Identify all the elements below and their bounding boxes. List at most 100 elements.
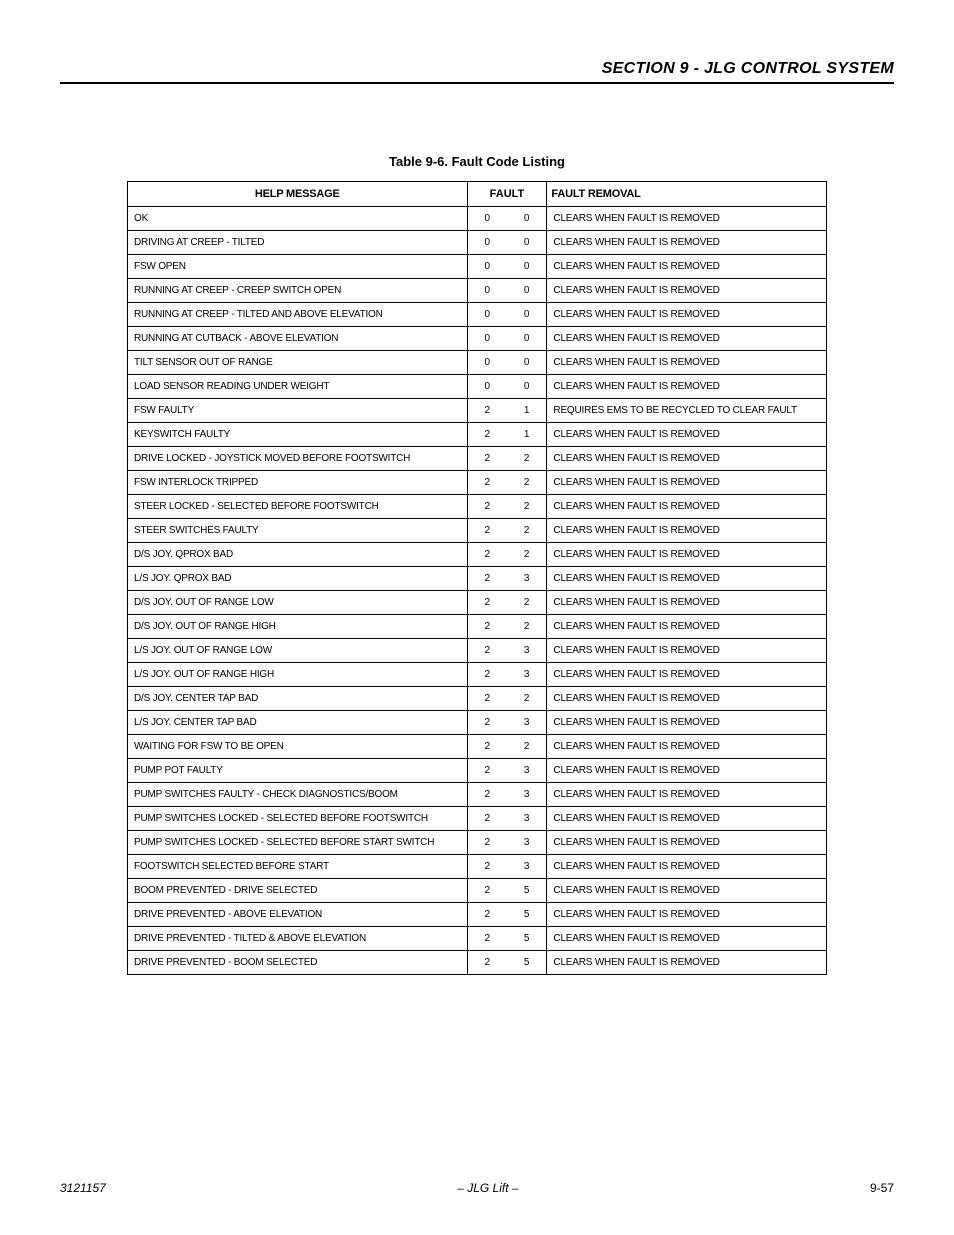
cell-fault-b: 3	[507, 831, 547, 855]
table-row: FOOTSWITCH SELECTED BEFORE START23CLEARS…	[128, 855, 827, 879]
cell-help-message: STEER SWITCHES FAULTY	[128, 519, 468, 543]
table-row: L/S JOY. OUT OF RANGE LOW23CLEARS WHEN F…	[128, 639, 827, 663]
cell-fault-removal: CLEARS WHEN FAULT IS REMOVED	[547, 711, 827, 735]
cell-fault-a: 2	[467, 543, 507, 567]
cell-fault-removal: CLEARS WHEN FAULT IS REMOVED	[547, 303, 827, 327]
cell-fault-removal: CLEARS WHEN FAULT IS REMOVED	[547, 687, 827, 711]
cell-fault-a: 2	[467, 639, 507, 663]
cell-fault-removal: CLEARS WHEN FAULT IS REMOVED	[547, 591, 827, 615]
cell-fault-a: 2	[467, 807, 507, 831]
cell-fault-a: 2	[467, 735, 507, 759]
cell-fault-removal: CLEARS WHEN FAULT IS REMOVED	[547, 495, 827, 519]
cell-help-message: L/S JOY. OUT OF RANGE LOW	[128, 639, 468, 663]
table-row: WAITING FOR FSW TO BE OPEN22CLEARS WHEN …	[128, 735, 827, 759]
cell-help-message: KEYSWITCH FAULTY	[128, 423, 468, 447]
table-row: STEER LOCKED - SELECTED BEFORE FOOTSWITC…	[128, 495, 827, 519]
cell-help-message: RUNNING AT CREEP - CREEP SWITCH OPEN	[128, 279, 468, 303]
cell-fault-a: 2	[467, 687, 507, 711]
table-row: L/S JOY. OUT OF RANGE HIGH23CLEARS WHEN …	[128, 663, 827, 687]
cell-fault-a: 2	[467, 711, 507, 735]
cell-help-message: FSW OPEN	[128, 255, 468, 279]
cell-help-message: D/S JOY. OUT OF RANGE HIGH	[128, 615, 468, 639]
table-row: D/S JOY. OUT OF RANGE LOW22CLEARS WHEN F…	[128, 591, 827, 615]
cell-fault-a: 0	[467, 279, 507, 303]
table-row: PUMP SWITCHES LOCKED - SELECTED BEFORE S…	[128, 831, 827, 855]
cell-fault-b: 1	[507, 399, 547, 423]
cell-fault-removal: CLEARS WHEN FAULT IS REMOVED	[547, 207, 827, 231]
cell-fault-b: 5	[507, 879, 547, 903]
cell-help-message: L/S JOY. QPROX BAD	[128, 567, 468, 591]
cell-fault-removal: CLEARS WHEN FAULT IS REMOVED	[547, 231, 827, 255]
cell-fault-a: 2	[467, 447, 507, 471]
cell-fault-a: 2	[467, 663, 507, 687]
cell-help-message: FSW FAULTY	[128, 399, 468, 423]
cell-fault-removal: CLEARS WHEN FAULT IS REMOVED	[547, 951, 827, 975]
cell-help-message: RUNNING AT CREEP - TILTED AND ABOVE ELEV…	[128, 303, 468, 327]
table-row: PUMP SWITCHES LOCKED - SELECTED BEFORE F…	[128, 807, 827, 831]
cell-fault-a: 2	[467, 567, 507, 591]
table-row: FSW OPEN00CLEARS WHEN FAULT IS REMOVED	[128, 255, 827, 279]
table-row: TILT SENSOR OUT OF RANGE00CLEARS WHEN FA…	[128, 351, 827, 375]
cell-fault-removal: CLEARS WHEN FAULT IS REMOVED	[547, 567, 827, 591]
cell-fault-b: 2	[507, 471, 547, 495]
cell-fault-b: 3	[507, 639, 547, 663]
cell-fault-a: 0	[467, 375, 507, 399]
footer-center: – JLG Lift –	[457, 1181, 518, 1195]
cell-help-message: DRIVE PREVENTED - TILTED & ABOVE ELEVATI…	[128, 927, 468, 951]
cell-fault-removal: CLEARS WHEN FAULT IS REMOVED	[547, 519, 827, 543]
cell-fault-removal: CLEARS WHEN FAULT IS REMOVED	[547, 447, 827, 471]
table-row: RUNNING AT CREEP - CREEP SWITCH OPEN00CL…	[128, 279, 827, 303]
cell-help-message: DRIVE LOCKED - JOYSTICK MOVED BEFORE FOO…	[128, 447, 468, 471]
cell-fault-a: 2	[467, 591, 507, 615]
cell-fault-removal: CLEARS WHEN FAULT IS REMOVED	[547, 375, 827, 399]
cell-help-message: FOOTSWITCH SELECTED BEFORE START	[128, 855, 468, 879]
page-footer: 3121157 – JLG Lift – 9-57	[60, 1181, 894, 1195]
cell-fault-b: 0	[507, 303, 547, 327]
section-header: SECTION 9 - JLG CONTROL SYSTEM	[60, 60, 894, 84]
cell-help-message: L/S JOY. CENTER TAP BAD	[128, 711, 468, 735]
table-row: RUNNING AT CREEP - TILTED AND ABOVE ELEV…	[128, 303, 827, 327]
cell-help-message: TILT SENSOR OUT OF RANGE	[128, 351, 468, 375]
cell-help-message: PUMP SWITCHES LOCKED - SELECTED BEFORE S…	[128, 831, 468, 855]
cell-fault-b: 3	[507, 855, 547, 879]
cell-help-message: DRIVING AT CREEP - TILTED	[128, 231, 468, 255]
cell-fault-b: 5	[507, 951, 547, 975]
cell-fault-removal: CLEARS WHEN FAULT IS REMOVED	[547, 831, 827, 855]
cell-help-message: DRIVE PREVENTED - BOOM SELECTED	[128, 951, 468, 975]
cell-fault-removal: CLEARS WHEN FAULT IS REMOVED	[547, 855, 827, 879]
cell-fault-a: 0	[467, 327, 507, 351]
cell-fault-a: 2	[467, 903, 507, 927]
table-row: LOAD SENSOR READING UNDER WEIGHT00CLEARS…	[128, 375, 827, 399]
cell-fault-b: 2	[507, 591, 547, 615]
cell-fault-removal: CLEARS WHEN FAULT IS REMOVED	[547, 783, 827, 807]
table-row: DRIVE PREVENTED - ABOVE ELEVATION25CLEAR…	[128, 903, 827, 927]
table-row: OK00CLEARS WHEN FAULT IS REMOVED	[128, 207, 827, 231]
table-row: PUMP POT FAULTY23CLEARS WHEN FAULT IS RE…	[128, 759, 827, 783]
cell-fault-a: 0	[467, 207, 507, 231]
cell-fault-removal: CLEARS WHEN FAULT IS REMOVED	[547, 423, 827, 447]
cell-fault-b: 0	[507, 375, 547, 399]
cell-fault-a: 0	[467, 255, 507, 279]
cell-help-message: BOOM PREVENTED - DRIVE SELECTED	[128, 879, 468, 903]
cell-fault-b: 3	[507, 711, 547, 735]
table-row: STEER SWITCHES FAULTY22CLEARS WHEN FAULT…	[128, 519, 827, 543]
table-row: D/S JOY. CENTER TAP BAD22CLEARS WHEN FAU…	[128, 687, 827, 711]
cell-fault-b: 2	[507, 519, 547, 543]
cell-fault-removal: CLEARS WHEN FAULT IS REMOVED	[547, 903, 827, 927]
cell-help-message: PUMP SWITCHES FAULTY - CHECK DIAGNOSTICS…	[128, 783, 468, 807]
col-header-help: HELP MESSAGE	[128, 182, 468, 207]
cell-fault-removal: CLEARS WHEN FAULT IS REMOVED	[547, 639, 827, 663]
cell-fault-b: 3	[507, 567, 547, 591]
footer-right: 9-57	[870, 1181, 894, 1195]
cell-fault-a: 2	[467, 495, 507, 519]
cell-fault-removal: CLEARS WHEN FAULT IS REMOVED	[547, 879, 827, 903]
cell-fault-a: 2	[467, 927, 507, 951]
col-header-fault: FAULT	[467, 182, 547, 207]
cell-help-message: D/S JOY. OUT OF RANGE LOW	[128, 591, 468, 615]
table-row: RUNNING AT CUTBACK - ABOVE ELEVATION00CL…	[128, 327, 827, 351]
cell-help-message: PUMP POT FAULTY	[128, 759, 468, 783]
cell-fault-removal: CLEARS WHEN FAULT IS REMOVED	[547, 327, 827, 351]
cell-fault-removal: CLEARS WHEN FAULT IS REMOVED	[547, 927, 827, 951]
cell-fault-a: 2	[467, 855, 507, 879]
cell-fault-b: 0	[507, 207, 547, 231]
